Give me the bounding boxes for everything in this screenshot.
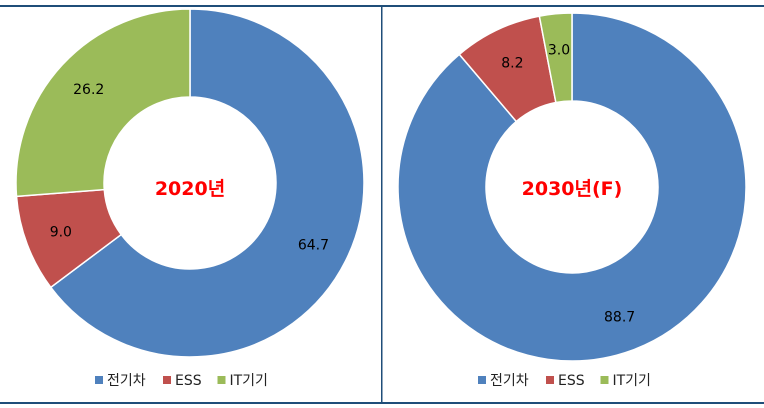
- legend-swatch-ev: [478, 376, 486, 384]
- center-title-2020: 2020년: [155, 178, 225, 200]
- data-label-it: 26.2: [73, 82, 104, 98]
- slice-ev: [49, 8, 365, 358]
- legend-label-ev: 전기차: [490, 373, 529, 389]
- data-label-ev: 88.7: [604, 310, 635, 326]
- legend-2030: 전기차 ESS IT기기: [478, 373, 651, 389]
- data-label-ess: 8.2: [501, 56, 523, 72]
- donut-chart-2030: 88.7 8.2 3.0 2030년(F) 전기차 ESS IT기기: [397, 12, 747, 389]
- legend-swatch-it: [600, 376, 609, 384]
- center-title-2030: 2030년(F): [522, 178, 623, 200]
- legend-label-ess: ESS: [175, 373, 202, 389]
- legend-2020: 전기차 ESS IT기기: [95, 373, 268, 389]
- legend-swatch-ess: [546, 376, 554, 384]
- legend-swatch-it: [217, 376, 226, 384]
- legend-label-ess: ESS: [558, 373, 585, 389]
- legend-label-it: IT기기: [613, 373, 651, 389]
- slice-it: [538, 12, 573, 104]
- slice-ev: [397, 12, 747, 362]
- data-label-it: 3.0: [548, 43, 570, 59]
- legend-label-ev: 전기차: [107, 373, 146, 389]
- legend-label-it: IT기기: [230, 373, 268, 389]
- legend-swatch-ess: [163, 376, 171, 384]
- legend-swatch-ev: [95, 376, 103, 384]
- slice-it: [15, 8, 191, 198]
- data-label-ess: 9.0: [50, 225, 72, 241]
- donut-chart-2020: 64.7 9.0 26.2 2020년 전기차 ESS IT기기: [15, 8, 365, 389]
- frame-divider: [381, 5, 383, 404]
- data-label-ev: 64.7: [298, 238, 329, 254]
